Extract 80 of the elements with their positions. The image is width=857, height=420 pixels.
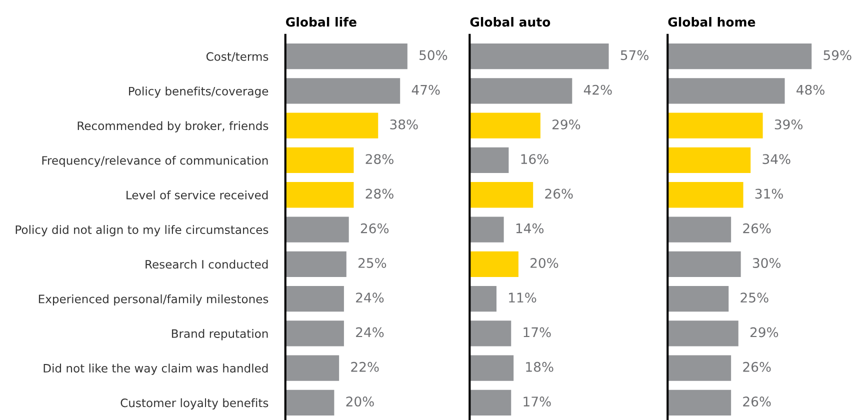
chart-title: Global life xyxy=(286,17,356,27)
bar xyxy=(470,216,504,242)
bar xyxy=(668,320,738,346)
bar xyxy=(668,44,812,70)
data-label: 17% xyxy=(524,396,551,407)
bar xyxy=(470,390,512,416)
data-label: 26% xyxy=(743,362,771,372)
data-label: 11% xyxy=(509,292,536,303)
bar xyxy=(668,251,741,277)
bar xyxy=(668,112,763,138)
data-label: 30% xyxy=(752,258,781,268)
data-label: 18% xyxy=(526,362,554,372)
bar xyxy=(470,147,509,174)
data-label: 50% xyxy=(420,50,448,60)
bar xyxy=(668,216,732,242)
data-label: 26% xyxy=(545,188,573,199)
y-tick-label: Recommended by broker, friends xyxy=(78,121,268,132)
y-tick-label: Policy benefits/coverage xyxy=(129,86,268,98)
data-label: 20% xyxy=(530,258,558,268)
bar xyxy=(285,182,354,208)
chart-title: Global auto xyxy=(470,17,550,27)
bar xyxy=(285,251,346,277)
data-label: 47% xyxy=(412,84,440,95)
bar xyxy=(285,44,408,70)
y-tick-label: Level of service received xyxy=(126,190,268,200)
data-label: 25% xyxy=(740,292,768,303)
bar xyxy=(285,320,344,346)
y-tick-label: Frequency/relevance of communication xyxy=(42,156,268,168)
bar xyxy=(668,147,751,174)
y-tick-label: Experienced personal/family milestones xyxy=(38,294,268,306)
chart-title: Global home xyxy=(668,17,756,27)
data-label: 24% xyxy=(356,327,384,338)
data-label: 25% xyxy=(358,258,386,268)
data-label: 29% xyxy=(552,119,580,130)
data-label: 26% xyxy=(743,396,771,407)
bar xyxy=(470,320,512,346)
data-label: 38% xyxy=(390,119,418,130)
bar xyxy=(470,251,518,277)
y-tick-label: Customer loyalty benefits xyxy=(120,398,268,410)
y-tick-label: Research I conducted xyxy=(146,260,268,269)
bar xyxy=(668,286,729,312)
bar xyxy=(470,182,534,208)
data-label: 34% xyxy=(762,154,790,164)
data-label: 28% xyxy=(366,188,394,199)
bar xyxy=(470,44,609,70)
bar xyxy=(285,286,344,312)
bar xyxy=(470,112,540,138)
data-label: 14% xyxy=(516,223,544,234)
y-tick-label: Cost/terms xyxy=(206,52,268,62)
bar xyxy=(285,216,349,242)
data-label: 22% xyxy=(351,362,379,372)
bar xyxy=(470,355,514,381)
data-label: 17% xyxy=(524,327,551,338)
bar xyxy=(668,78,785,104)
bar xyxy=(668,355,732,381)
bar xyxy=(285,390,334,416)
bar xyxy=(470,286,496,312)
y-tick-label: Policy did not align to my life circumstances xyxy=(16,225,268,236)
bar xyxy=(285,355,340,381)
data-label: 26% xyxy=(360,223,389,234)
data-label: 42% xyxy=(584,84,612,95)
bar xyxy=(668,182,744,208)
data-label: 57% xyxy=(620,50,648,60)
bar xyxy=(285,112,378,138)
data-label: 59% xyxy=(824,50,852,60)
data-label: 24% xyxy=(356,292,384,303)
bar xyxy=(668,390,732,416)
data-label: 16% xyxy=(521,154,548,164)
bar xyxy=(285,78,400,104)
bar xyxy=(285,147,354,174)
data-label: 39% xyxy=(774,119,802,130)
data-label: 31% xyxy=(755,188,783,199)
y-tick-label: Did not like the way claim was handled xyxy=(44,364,268,375)
data-label: 20% xyxy=(346,396,374,407)
y-tick-label: Brand reputation xyxy=(172,329,268,340)
data-label: 28% xyxy=(366,154,394,164)
data-label: 29% xyxy=(750,327,778,338)
data-label: 48% xyxy=(796,84,824,95)
bar xyxy=(470,78,572,104)
data-label: 26% xyxy=(743,223,771,234)
